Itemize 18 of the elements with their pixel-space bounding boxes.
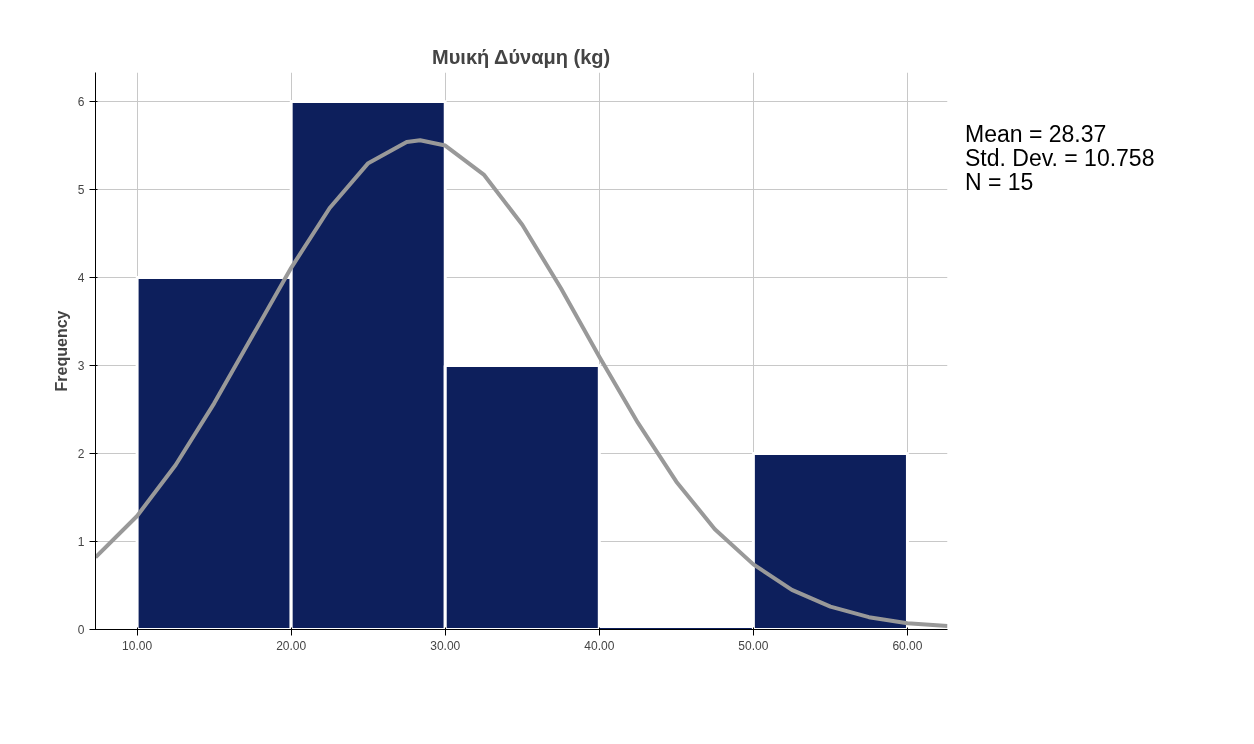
y-tick-label: 3 [77, 359, 85, 374]
x-tick-label: 50.00 [738, 638, 769, 653]
y-axis-title: Frequency [52, 310, 70, 392]
x-tick-label: 30.00 [430, 638, 461, 653]
y-tick-label: 0 [77, 623, 85, 637]
text: Std. Dev. = 10.758 [965, 145, 1155, 171]
y-tick-label: 5 [77, 183, 85, 198]
x-tick-label: 10.00 [122, 638, 153, 653]
text: Mean = 28.37 [965, 121, 1107, 147]
text: N = 15 [965, 169, 1034, 195]
y-tick-label: 2 [77, 447, 85, 462]
chart-title: Μυική Δύναμη (kg) [432, 45, 611, 68]
x-tick-label: 20.00 [276, 638, 307, 653]
x-tick-label: 40.00 [584, 638, 615, 653]
y-tick-label: 6 [77, 95, 85, 110]
y-tick-label: 4 [77, 271, 85, 286]
x-tick-label: 60.00 [892, 638, 923, 653]
y-tick-label: 1 [77, 535, 85, 550]
